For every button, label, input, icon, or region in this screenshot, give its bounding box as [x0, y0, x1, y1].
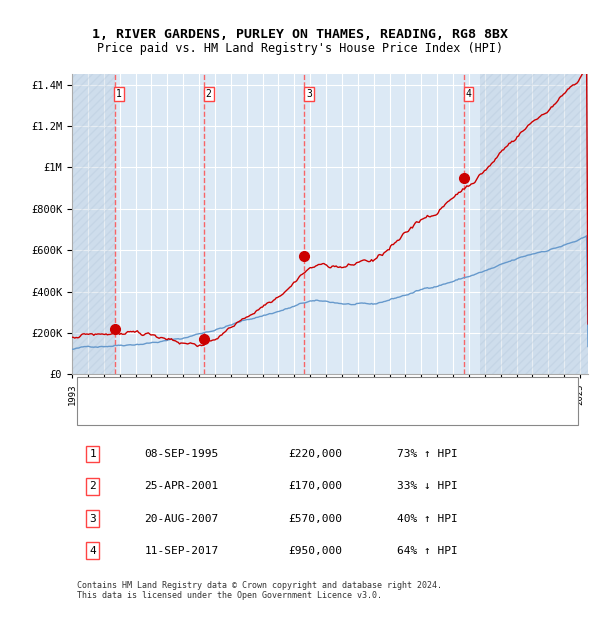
Text: 08-SEP-1995: 08-SEP-1995: [144, 449, 218, 459]
Bar: [480, 74, 588, 374]
Text: 33% ↓ HPI: 33% ↓ HPI: [397, 481, 458, 491]
Text: 64% ↑ HPI: 64% ↑ HPI: [397, 546, 458, 556]
Text: £570,000: £570,000: [289, 513, 343, 523]
Text: 40% ↑ HPI: 40% ↑ HPI: [397, 513, 458, 523]
Text: 2: 2: [206, 89, 212, 99]
Text: £170,000: £170,000: [289, 481, 343, 491]
Text: Contains HM Land Registry data © Crown copyright and database right 2024.
This d: Contains HM Land Registry data © Crown c…: [77, 581, 442, 600]
Text: 4: 4: [89, 546, 96, 556]
Text: 20-AUG-2007: 20-AUG-2007: [144, 513, 218, 523]
Bar: [72, 74, 115, 374]
Text: 2: 2: [89, 481, 96, 491]
Text: 1, RIVER GARDENS, PURLEY ON THAMES, READING, RG8 8BX: 1, RIVER GARDENS, PURLEY ON THAMES, READ…: [92, 28, 508, 41]
Text: 1, RIVER GARDENS, PURLEY ON THAMES, READING, RG8 8BX (detached house): 1, RIVER GARDENS, PURLEY ON THAMES, READ…: [134, 385, 505, 394]
Text: 1: 1: [89, 449, 96, 459]
Text: Price paid vs. HM Land Registry's House Price Index (HPI): Price paid vs. HM Land Registry's House …: [97, 42, 503, 55]
Text: 1: 1: [116, 89, 122, 99]
Text: HPI: Average price, detached house, West Berkshire: HPI: Average price, detached house, West…: [134, 408, 403, 417]
Text: 4: 4: [466, 89, 472, 99]
Text: 11-SEP-2017: 11-SEP-2017: [144, 546, 218, 556]
Text: 25-APR-2001: 25-APR-2001: [144, 481, 218, 491]
Text: 73% ↑ HPI: 73% ↑ HPI: [397, 449, 458, 459]
Text: 3: 3: [89, 513, 96, 523]
Text: 3: 3: [306, 89, 312, 99]
Text: £220,000: £220,000: [289, 449, 343, 459]
FancyBboxPatch shape: [77, 377, 578, 425]
Text: £950,000: £950,000: [289, 546, 343, 556]
